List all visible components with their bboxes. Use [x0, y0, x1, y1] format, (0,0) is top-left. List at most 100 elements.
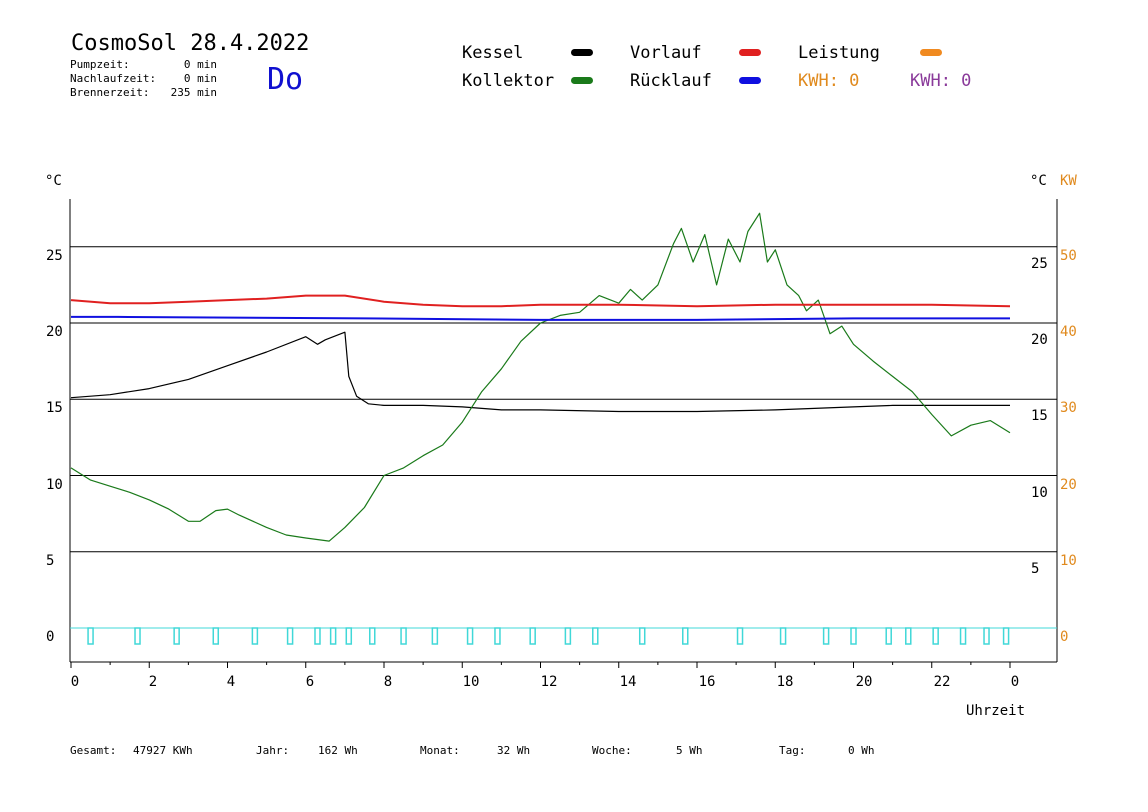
right-tick-10: 10: [1031, 485, 1048, 501]
pump-marker: [345, 627, 353, 645]
x-tick-label-14: 14: [620, 674, 637, 690]
right-tick-15: 15: [1031, 408, 1048, 424]
footer-gesamt-label: Gesamt:: [70, 744, 116, 757]
pump-marker: [134, 627, 141, 645]
pump-marker: [369, 627, 376, 645]
stat-pumpzeit-label: Pumpzeit:: [70, 58, 130, 71]
series-kollektor: [70, 212, 1011, 542]
right-axis-unit: °C: [1030, 173, 1047, 189]
stat-brennerzeit-value: 235 min: [171, 86, 217, 99]
right-tick-25: 25: [1031, 256, 1048, 272]
pump-marker: [314, 627, 321, 645]
gridlines: [70, 246, 1057, 629]
x-tick-label-20: 20: [856, 674, 873, 690]
legend-kwh-purple: KWH: 0: [910, 71, 971, 91]
stat-nachlaufzeit-label: Nachlaufzeit:: [70, 72, 156, 85]
kw-tick-20: 20: [1060, 477, 1077, 493]
legend-leistung-swatch: [920, 49, 942, 56]
footer-monat-label: Monat:: [420, 744, 460, 757]
left-tick-25: 25: [46, 248, 63, 264]
x-tick-label-22: 22: [934, 674, 951, 690]
pump-marker: [1002, 627, 1010, 645]
pump-marker: [173, 627, 180, 645]
stat-nachlaufzeit-value: 0 min: [184, 72, 217, 85]
kw-tick-0: 0: [1060, 629, 1068, 645]
x-tick-label-4: 4: [227, 674, 235, 690]
stat-brennerzeit-label: Brennerzeit:: [70, 86, 149, 99]
pump-markers: [87, 627, 1010, 645]
footer-tag-value: 0 Wh: [848, 744, 875, 757]
pump-marker: [736, 627, 744, 645]
left-tick-0: 0: [46, 629, 54, 645]
left-tick-5: 5: [46, 553, 54, 569]
series-layer: [70, 212, 1011, 542]
right-tick-5: 5: [1031, 561, 1039, 577]
x-tick-label-2: 2: [149, 674, 157, 690]
pump-marker: [400, 627, 407, 645]
right-axis-kw-unit: KW: [1060, 173, 1077, 189]
pump-marker: [431, 627, 439, 645]
left-tick-15: 15: [46, 400, 63, 416]
left-tick-20: 20: [46, 324, 63, 340]
left-tick-10: 10: [46, 477, 63, 493]
pump-marker: [885, 627, 892, 645]
legend-ruecklauf-label: Rücklauf: [630, 71, 712, 91]
x-tick-label-12: 12: [541, 674, 558, 690]
pump-marker: [251, 627, 259, 645]
x-tick-label-18: 18: [777, 674, 794, 690]
pump-marker: [494, 627, 501, 645]
pump-marker: [779, 627, 787, 645]
pump-marker: [564, 627, 572, 645]
left-axis-unit: °C: [45, 173, 62, 189]
pump-marker: [932, 627, 939, 645]
pump-marker: [905, 627, 912, 645]
pump-marker: [212, 627, 220, 645]
legend-kollektor-label: Kollektor: [462, 71, 554, 91]
legend-kollektor-swatch: [571, 77, 593, 84]
footer-tag-label: Tag:: [779, 744, 806, 757]
footer-woche-value: 5 Wh: [676, 744, 703, 757]
kw-tick-10: 10: [1060, 553, 1077, 569]
x-tick-label-10: 10: [463, 674, 480, 690]
pump-marker: [850, 627, 857, 645]
kw-tick-30: 30: [1060, 400, 1077, 416]
pump-marker: [983, 627, 990, 645]
footer-gesamt-value: 47927 KWh: [133, 744, 193, 757]
x-tick-label-16: 16: [699, 674, 716, 690]
x-tick-label-6: 6: [306, 674, 314, 690]
legend-kessel-swatch: [571, 49, 593, 56]
legend-ruecklauf-swatch: [739, 77, 761, 84]
kw-tick-40: 40: [1060, 324, 1077, 340]
pump-marker: [87, 627, 94, 645]
pump-marker: [959, 627, 967, 645]
pump-marker: [466, 627, 474, 645]
pump-marker: [682, 627, 689, 645]
weekday-label: Do: [267, 62, 303, 97]
footer-woche-label: Woche:: [592, 744, 632, 757]
footer-jahr-value: 162 Wh: [318, 744, 358, 757]
x-tick-label-8: 8: [384, 674, 392, 690]
footer-monat-value: 32 Wh: [497, 744, 530, 757]
x-tick-label-0: 0: [71, 674, 79, 690]
series-vorlauf: [70, 294, 1011, 308]
footer-jahr-label: Jahr:: [256, 744, 289, 757]
pump-marker: [638, 627, 646, 645]
pump-marker: [529, 627, 536, 645]
pump-marker: [329, 627, 337, 645]
series-kessel: [70, 331, 1010, 413]
x-axis-label: Uhrzeit: [966, 703, 1025, 719]
pump-marker: [592, 627, 599, 645]
series-ruecklauf: [71, 315, 1010, 321]
legend-vorlauf-label: Vorlauf: [630, 43, 702, 63]
kw-tick-50: 50: [1060, 248, 1077, 264]
chart-title: CosmoSol 28.4.2022: [71, 31, 309, 56]
x-ticks: [70, 662, 1011, 668]
stat-pumpzeit-value: 0 min: [184, 58, 217, 71]
x-tick-label-24: 0: [1011, 674, 1019, 690]
legend-vorlauf-swatch: [739, 49, 761, 56]
pump-marker: [286, 627, 294, 645]
legend-kessel-label: Kessel: [462, 43, 523, 63]
legend-leistung-label: Leistung: [798, 43, 880, 63]
pump-marker: [822, 627, 830, 645]
